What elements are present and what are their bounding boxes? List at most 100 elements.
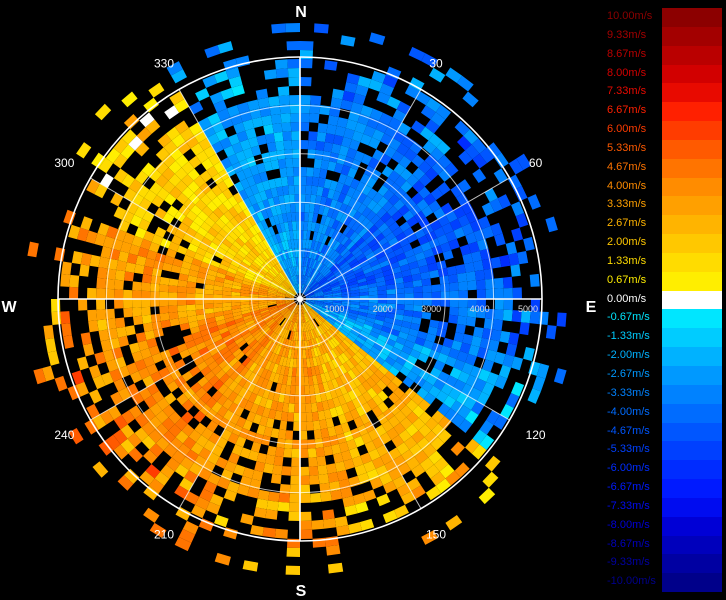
velocity-cell — [361, 184, 372, 196]
velocity-cell — [208, 212, 220, 223]
velocity-cell — [494, 152, 509, 169]
velocity-cell — [349, 231, 359, 241]
velocity-cell — [249, 164, 260, 176]
velocity-cell — [214, 338, 225, 347]
velocity-cell — [411, 154, 425, 168]
velocity-cell — [494, 375, 508, 390]
velocity-cell — [449, 367, 462, 380]
velocity-cell — [508, 158, 524, 175]
velocity-cell — [193, 252, 205, 262]
velocity-cell — [181, 399, 194, 412]
velocity-cell — [110, 192, 124, 207]
velocity-cell — [314, 294, 324, 297]
velocity-cell — [448, 314, 459, 324]
velocity-cell — [346, 317, 356, 324]
velocity-cell — [310, 366, 317, 376]
velocity-cell — [300, 275, 303, 285]
velocity-cell — [305, 322, 309, 332]
velocity-cell — [311, 307, 320, 315]
velocity-cell — [238, 264, 248, 272]
velocity-cell — [291, 303, 297, 312]
velocity-cell — [274, 314, 283, 322]
colorbar-entry: -10.00m/s — [606, 573, 726, 593]
velocity-cell — [363, 323, 373, 331]
velocity-cell — [129, 244, 141, 256]
velocity-cell — [381, 264, 392, 273]
velocity-cell — [327, 472, 339, 483]
velocity-cell — [303, 286, 309, 295]
velocity-cell — [258, 266, 268, 275]
velocity-cell — [529, 273, 540, 287]
velocity-cell — [262, 262, 271, 271]
velocity-cell — [308, 310, 316, 319]
velocity-cell — [166, 380, 179, 393]
velocity-cell — [462, 253, 474, 265]
velocity-cell — [205, 189, 217, 201]
velocity-cell — [301, 257, 305, 267]
velocity-cell — [337, 331, 347, 340]
velocity-cell — [316, 326, 323, 336]
velocity-cell — [87, 309, 98, 322]
velocity-cell — [425, 167, 439, 181]
velocity-cell — [485, 455, 501, 472]
velocity-cell — [399, 366, 411, 377]
velocity-cell — [285, 296, 295, 299]
velocity-cell — [367, 188, 378, 200]
velocity-cell — [355, 253, 366, 262]
velocity-cell — [139, 112, 155, 128]
velocity-cell — [106, 359, 118, 373]
colorbar-entry: -1.33m/s — [606, 328, 726, 348]
velocity-cell — [240, 304, 250, 309]
velocity-cell — [312, 357, 318, 367]
velocity-cell — [490, 329, 502, 342]
velocity-cell — [358, 360, 368, 371]
velocity-cell — [351, 366, 361, 377]
velocity-cell — [346, 347, 356, 357]
velocity-cell — [311, 329, 318, 339]
velocity-cell — [503, 287, 513, 299]
velocity-cell — [276, 336, 283, 346]
colorbar-swatch — [662, 328, 722, 348]
velocity-cell — [229, 244, 240, 254]
velocity-cell — [411, 393, 424, 406]
velocity-cell — [285, 430, 294, 440]
velocity-cell — [248, 194, 258, 206]
velocity-cell — [457, 272, 468, 283]
velocity-cell — [168, 305, 178, 313]
colorbar-entry: 9.33m/s — [606, 26, 726, 46]
velocity-cell — [530, 299, 540, 312]
velocity-cell — [308, 278, 315, 287]
velocity-cell — [293, 331, 297, 341]
velocity-cell — [332, 241, 341, 251]
velocity-cell — [389, 261, 400, 270]
velocity-cell — [250, 145, 262, 157]
velocity-cell — [455, 323, 466, 334]
velocity-cell — [327, 562, 344, 574]
velocity-cell — [302, 304, 307, 313]
velocity-cell — [321, 254, 328, 264]
velocity-cell — [264, 340, 273, 350]
velocity-cell — [384, 125, 398, 138]
velocity-cell — [462, 91, 479, 108]
velocity-cell — [348, 475, 361, 488]
velocity-cell — [286, 249, 292, 259]
velocity-cell — [354, 270, 365, 278]
velocity-cell — [257, 201, 266, 212]
velocity-cell — [286, 212, 292, 222]
velocity-cell — [222, 290, 232, 296]
velocity-cell — [344, 269, 354, 276]
velocity-cell — [302, 304, 307, 313]
velocity-cell — [217, 108, 231, 121]
velocity-cell — [417, 437, 431, 451]
velocity-cell — [314, 222, 321, 233]
velocity-cell — [329, 327, 338, 336]
velocity-cell — [106, 225, 118, 239]
velocity-cell — [263, 161, 273, 172]
velocity-cell — [327, 315, 337, 322]
velocity-cell — [334, 386, 343, 397]
velocity-cell — [218, 263, 229, 271]
velocity-cell — [324, 216, 332, 227]
velocity-cell — [281, 375, 288, 385]
velocity-cell — [382, 269, 393, 277]
velocity-cell — [420, 105, 436, 120]
